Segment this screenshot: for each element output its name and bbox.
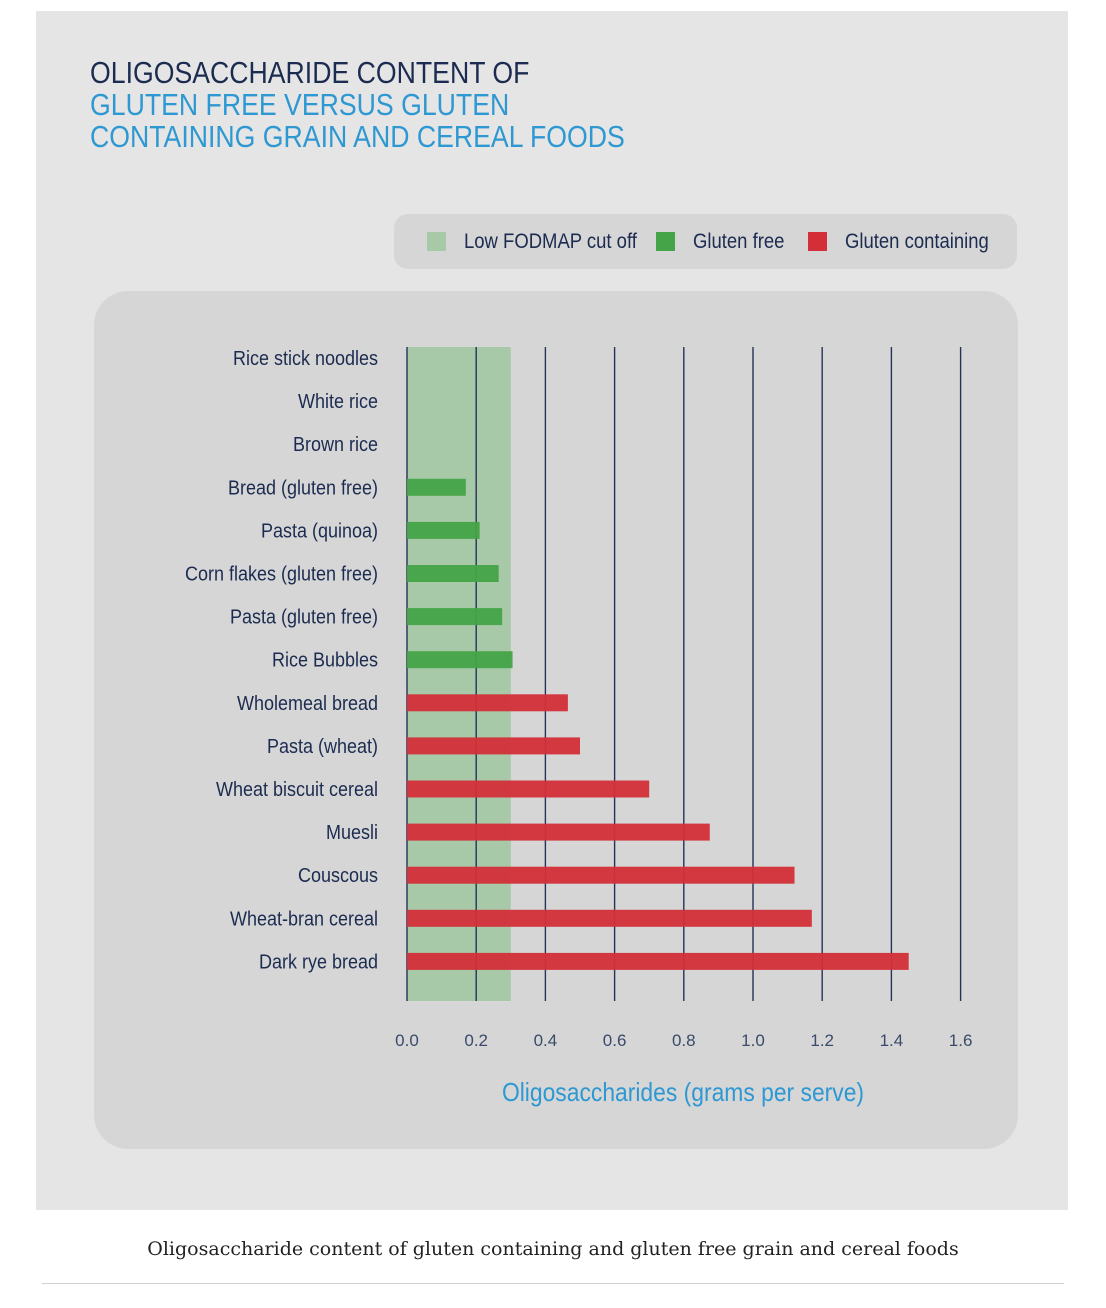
legend-swatch-gluten-containing	[808, 232, 827, 251]
category-label-15: Dark rye bread	[259, 952, 378, 974]
bar-9	[407, 694, 568, 712]
infographic-panel: OLIGOSACCHARIDE CONTENT OF GLUTEN FREE V…	[36, 11, 1068, 1210]
bar-13	[407, 866, 795, 884]
low-fodmap-cutoff-band	[407, 347, 511, 1001]
category-label-8: Rice Bubbles	[272, 650, 378, 672]
bar-15	[407, 952, 909, 970]
bar-14	[407, 909, 812, 927]
x-axis-label: Oligosaccharides (grams per serve)	[502, 1079, 864, 1108]
legend-swatch-cutoff	[427, 232, 446, 251]
category-label-5: Pasta (quinoa)	[261, 521, 378, 543]
category-label-11: Wheat biscuit cereal	[216, 779, 378, 801]
bar-5	[407, 521, 480, 539]
x-tick-label-5: 1.0	[741, 1031, 765, 1050]
legend-item-cutoff: Low FODMAP cut off	[427, 214, 660, 269]
bar-7	[407, 608, 503, 626]
divider	[42, 1283, 1064, 1284]
x-tick-label-8: 1.6	[949, 1031, 973, 1050]
category-label-10: Pasta (wheat)	[267, 736, 378, 758]
category-label-13: Couscous	[298, 865, 378, 887]
x-tick-label-6: 1.2	[810, 1031, 834, 1050]
category-label-7: Pasta (gluten free)	[230, 607, 378, 629]
category-label-2: White rice	[298, 391, 378, 413]
chart-title-line-2: GLUTEN FREE VERSUS GLUTEN	[90, 87, 510, 122]
bar-6	[407, 565, 499, 582]
plot-panel	[94, 291, 1018, 1149]
category-label-4: Bread (gluten free)	[228, 477, 378, 499]
bar-12	[407, 823, 710, 841]
bar-10	[407, 737, 580, 755]
legend-label-cutoff: Low FODMAP cut off	[464, 229, 637, 253]
category-label-1: Rice stick noodles	[233, 348, 378, 370]
legend-label-gluten-free: Gluten free	[693, 229, 785, 253]
category-label-9: Wholemeal bread	[237, 693, 378, 715]
category-label-3: Brown rice	[293, 434, 378, 456]
x-tick-label-3: 0.6	[603, 1031, 627, 1050]
x-tick-label-4: 0.8	[672, 1031, 696, 1050]
x-tick-label-2: 0.4	[534, 1031, 558, 1050]
x-tick-label-1: 0.2	[464, 1031, 488, 1050]
x-tick-label-7: 1.4	[880, 1031, 904, 1050]
bar-8	[407, 651, 513, 669]
chart-title: OLIGOSACCHARIDE CONTENT OF GLUTEN FREE V…	[90, 57, 625, 153]
bar-4	[407, 478, 466, 496]
legend-swatch-gluten-free	[656, 232, 675, 251]
category-label-12: Muesli	[326, 822, 378, 844]
legend-item-gluten-free: Gluten free	[656, 214, 797, 269]
x-tick-label-0: 0.0	[395, 1031, 419, 1050]
legend-label-gluten-containing: Gluten containing	[845, 229, 989, 253]
chart-title-line-3: CONTAINING GRAIN AND CEREAL FOODS	[90, 119, 625, 154]
chart-title-line-1: OLIGOSACCHARIDE CONTENT OF	[90, 55, 530, 90]
category-label-6: Corn flakes (gluten free)	[185, 564, 378, 586]
bar-11	[407, 780, 650, 798]
chart-legend: Low FODMAP cut off Gluten free Gluten co…	[394, 214, 1017, 269]
category-label-14: Wheat-bran cereal	[230, 908, 378, 930]
legend-item-gluten-containing: Gluten containing	[808, 214, 1008, 269]
figure-caption: Oligosaccharide content of gluten contai…	[147, 1238, 959, 1260]
